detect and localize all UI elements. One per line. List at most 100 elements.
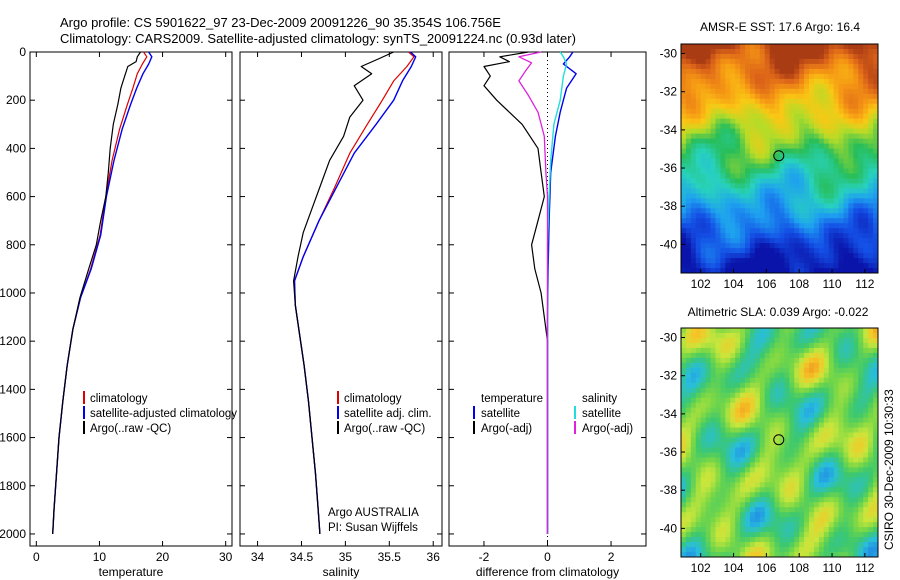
- heatmap-cell: [858, 517, 864, 523]
- heatmap-cell: [843, 507, 849, 513]
- heatmap-cell: [685, 517, 692, 523]
- heatmap-cell: [828, 447, 835, 453]
- heatmap-cell: [759, 367, 766, 374]
- heatmap-cell: [735, 238, 741, 244]
- heatmap-cell: [813, 193, 820, 199]
- heatmap-cell: [813, 198, 820, 204]
- heatmap-cell: [735, 502, 741, 508]
- heatmap-cell: [705, 148, 711, 154]
- heatmap-cell: [799, 402, 805, 409]
- heatmap-cell: [705, 552, 711, 558]
- heatmap-cell: [681, 412, 687, 419]
- heatmap-cell: [749, 507, 756, 513]
- heatmap-cell: [868, 367, 874, 374]
- heatmap-cell: [740, 337, 746, 344]
- heatmap-cell: [685, 53, 692, 60]
- heatmap-cell: [715, 123, 721, 130]
- heatmap-cell: [843, 462, 849, 468]
- heatmap-cell: [828, 188, 835, 194]
- heatmap-cell: [735, 173, 741, 179]
- heatmap-cell: [725, 68, 731, 75]
- y-tick-label: -32: [660, 369, 678, 383]
- heatmap-cell: [828, 63, 835, 70]
- heatmap-cell: [730, 183, 736, 189]
- heatmap-cell: [695, 477, 702, 483]
- heatmap-cell: [823, 492, 830, 498]
- heatmap-cell: [764, 73, 771, 80]
- heatmap-cell: [858, 93, 864, 100]
- heatmap-cell: [779, 103, 785, 110]
- heatmap-cell: [853, 477, 859, 483]
- heatmap-cell: [735, 153, 741, 159]
- heatmap-cell: [779, 228, 785, 234]
- heatmap-cell: [848, 412, 854, 419]
- heatmap-cell: [804, 158, 810, 164]
- heatmap-cell: [858, 153, 864, 159]
- heatmap-cell: [818, 248, 825, 254]
- heatmap-cell: [858, 437, 864, 443]
- heatmap-cell: [730, 178, 736, 184]
- heatmap-cell: [764, 422, 771, 428]
- heatmap-cell: [735, 133, 741, 139]
- heatmap-cell: [764, 253, 771, 259]
- heatmap-cell: [749, 123, 756, 130]
- heatmap-cell: [745, 233, 751, 239]
- heatmap-cell: [720, 63, 726, 70]
- heatmap-cell: [725, 218, 731, 224]
- heatmap-cell: [695, 113, 702, 120]
- heatmap-cell: [833, 98, 839, 105]
- heatmap-cell: [710, 412, 716, 419]
- y-tick-label: 1400: [0, 382, 26, 396]
- heatmap-cell: [769, 243, 775, 249]
- heatmap-cell: [828, 457, 835, 463]
- heatmap-cell: [710, 238, 716, 244]
- heatmap-cell: [740, 362, 746, 369]
- heatmap-cell: [848, 512, 854, 518]
- heatmap-cell: [823, 387, 830, 394]
- heatmap-cell: [764, 173, 771, 179]
- heatmap-cell: [725, 44, 731, 50]
- heatmap-cell: [828, 352, 835, 359]
- heatmap-cell: [681, 547, 687, 553]
- heatmap-cell: [823, 48, 830, 55]
- heatmap-cell: [769, 457, 775, 463]
- heatmap-cell: [828, 78, 835, 85]
- heatmap-cell: [809, 133, 815, 139]
- heatmap-cell: [769, 138, 775, 144]
- y-tick-label: -38: [660, 483, 678, 497]
- heatmap-cell: [789, 462, 795, 468]
- heatmap-cell: [740, 253, 746, 259]
- heatmap-cell: [779, 532, 785, 538]
- heatmap-cell: [690, 357, 697, 364]
- heatmap-cell: [843, 527, 849, 533]
- heatmap-cell: [868, 243, 874, 249]
- heatmap-cell: [685, 163, 692, 169]
- heatmap-cell: [789, 183, 795, 189]
- heatmap-cell: [799, 178, 805, 184]
- heatmap-cell: [764, 58, 771, 65]
- heatmap-cell: [754, 422, 761, 428]
- heatmap-cell: [774, 218, 780, 224]
- heatmap-cell: [769, 208, 775, 214]
- heatmap-cell: [769, 223, 775, 229]
- series-line-argo-raw-qc-: [52, 51, 141, 535]
- heatmap-cell: [754, 482, 761, 488]
- heatmap-cell: [858, 53, 864, 60]
- heatmap-cell: [784, 44, 790, 50]
- heatmap-cell: [818, 133, 825, 139]
- heatmap-cell: [769, 442, 775, 448]
- heatmap-cell: [715, 492, 721, 498]
- heatmap-cell: [705, 442, 711, 448]
- heatmap-cell: [818, 243, 825, 249]
- heatmap-cell: [685, 392, 692, 399]
- heatmap-cell: [838, 467, 844, 473]
- heatmap-cell: [853, 372, 859, 379]
- heatmap-cell: [789, 357, 795, 364]
- heatmap-cell: [749, 243, 756, 249]
- heatmap-cell: [843, 193, 849, 199]
- heatmap-cell: [710, 148, 716, 154]
- heatmap-cell: [838, 367, 844, 374]
- heatmap-cell: [764, 63, 771, 70]
- heatmap-cell: [749, 347, 756, 354]
- heatmap-cell: [710, 143, 716, 149]
